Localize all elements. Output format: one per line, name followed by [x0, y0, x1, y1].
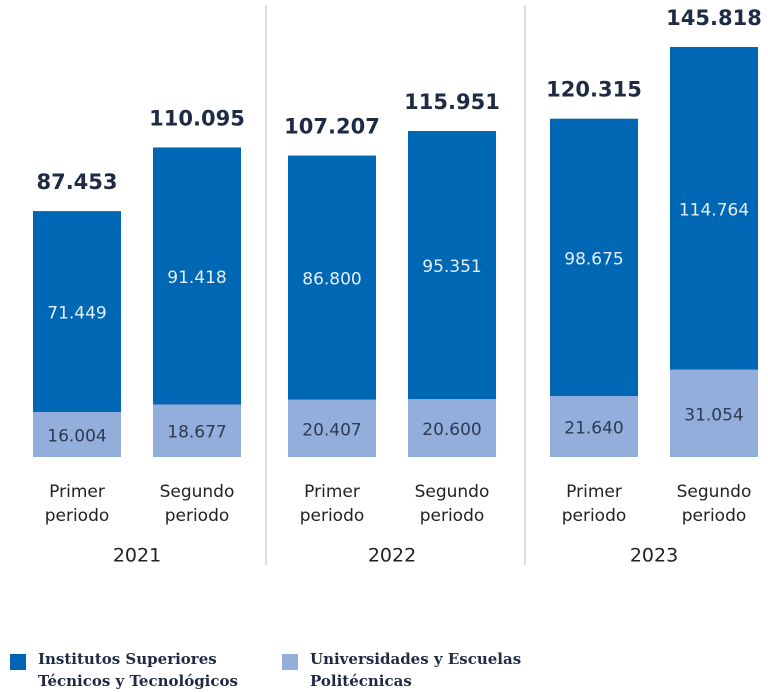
x-tick-label: Primer periodo: [561, 482, 627, 526]
group-label: 2023: [630, 545, 678, 567]
group-label: 2021: [113, 545, 161, 567]
x-tick-label: Segundo periodo: [414, 482, 490, 526]
segment-label: 31.054: [684, 405, 743, 425]
total-label: 87.453: [36, 170, 117, 194]
bar-segment: [550, 396, 638, 457]
total-label: 115.951: [404, 90, 500, 114]
x-tick-label: Segundo periodo: [676, 482, 752, 526]
x-tick-label: Primer periodo: [299, 482, 365, 526]
bar-segment: [288, 155, 376, 400]
segment-label: 86.800: [302, 270, 361, 290]
segment-label: 91.418: [167, 268, 226, 288]
x-tick-label: Segundo periodo: [159, 482, 235, 526]
x-tick-label: Primer periodo: [44, 482, 110, 526]
segment-label: 95.351: [422, 257, 481, 277]
group-label: 2022: [368, 545, 416, 567]
bar-segment: [670, 47, 758, 370]
segment-label: 18.677: [167, 423, 226, 443]
legend-label: Universidades y Escuelas Politécnicas: [310, 650, 522, 690]
segment-label: 98.675: [564, 249, 623, 269]
total-label: 110.095: [149, 106, 245, 130]
bar-segment: [153, 147, 241, 405]
legend-label: Institutos Superiores Técnicos y Tecnoló…: [38, 650, 238, 690]
total-label: 145.818: [666, 6, 762, 30]
segment-label: 21.640: [564, 419, 623, 439]
segment-label: 20.407: [302, 420, 361, 440]
legend-swatch: [10, 654, 26, 670]
segment-label: 16.004: [47, 427, 106, 447]
total-label: 107.207: [284, 115, 380, 139]
total-label: 120.315: [546, 78, 642, 102]
bar-segment: [408, 399, 496, 457]
segment-label: 71.449: [47, 304, 106, 324]
bar-segment: [288, 399, 376, 457]
segment-label: 20.600: [422, 420, 481, 440]
bar-segment: [153, 404, 241, 457]
bar-segment: [408, 130, 496, 400]
bar-segment: [33, 412, 121, 457]
bar-segment: [550, 118, 638, 397]
bar-segment: [670, 369, 758, 457]
segment-label: 114.764: [679, 200, 749, 220]
legend-swatch: [282, 654, 298, 670]
bar-segment: [33, 211, 121, 413]
